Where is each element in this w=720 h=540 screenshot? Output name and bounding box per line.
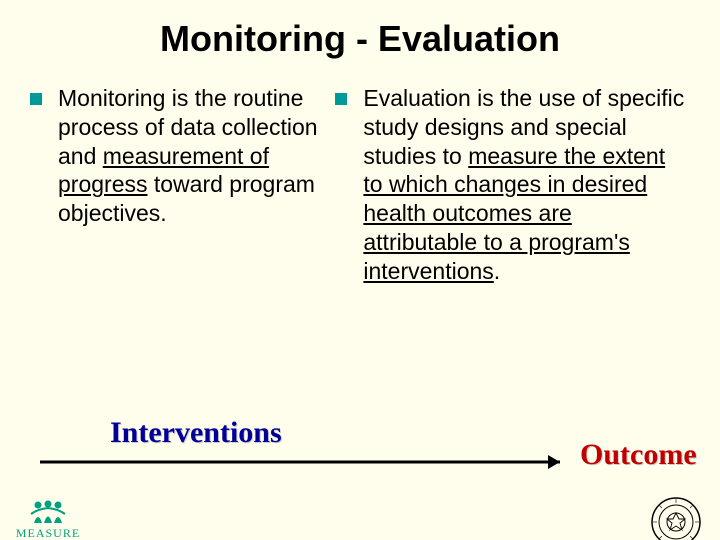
arrow-icon xyxy=(40,452,580,476)
arrow-head-icon xyxy=(548,455,560,469)
logo-text-1: MEASURE xyxy=(14,526,82,540)
left-bullet-text: Monitoring is the routine process of dat… xyxy=(58,84,335,228)
outcome-label: Outcome xyxy=(580,438,697,472)
people-icon xyxy=(28,499,68,525)
bullet-icon xyxy=(30,93,42,105)
seal-icon xyxy=(650,496,702,540)
interventions-label: Interventions xyxy=(110,416,282,450)
left-column: Monitoring is the routine process of dat… xyxy=(30,84,335,285)
slide-title: Monitoring - Evaluation xyxy=(0,18,720,60)
arrow-diagram: Interventions Outcome xyxy=(0,416,720,496)
content-columns: Monitoring is the routine process of dat… xyxy=(0,84,720,285)
bullet-icon xyxy=(335,93,347,105)
text-segment: . xyxy=(494,258,500,284)
right-column: Evaluation is the use of specific study … xyxy=(335,84,690,285)
seal-logo xyxy=(650,496,702,540)
right-bullet-text: Evaluation is the use of specific study … xyxy=(363,84,690,285)
measure-logo: MEASURE Evaluation xyxy=(14,499,82,540)
